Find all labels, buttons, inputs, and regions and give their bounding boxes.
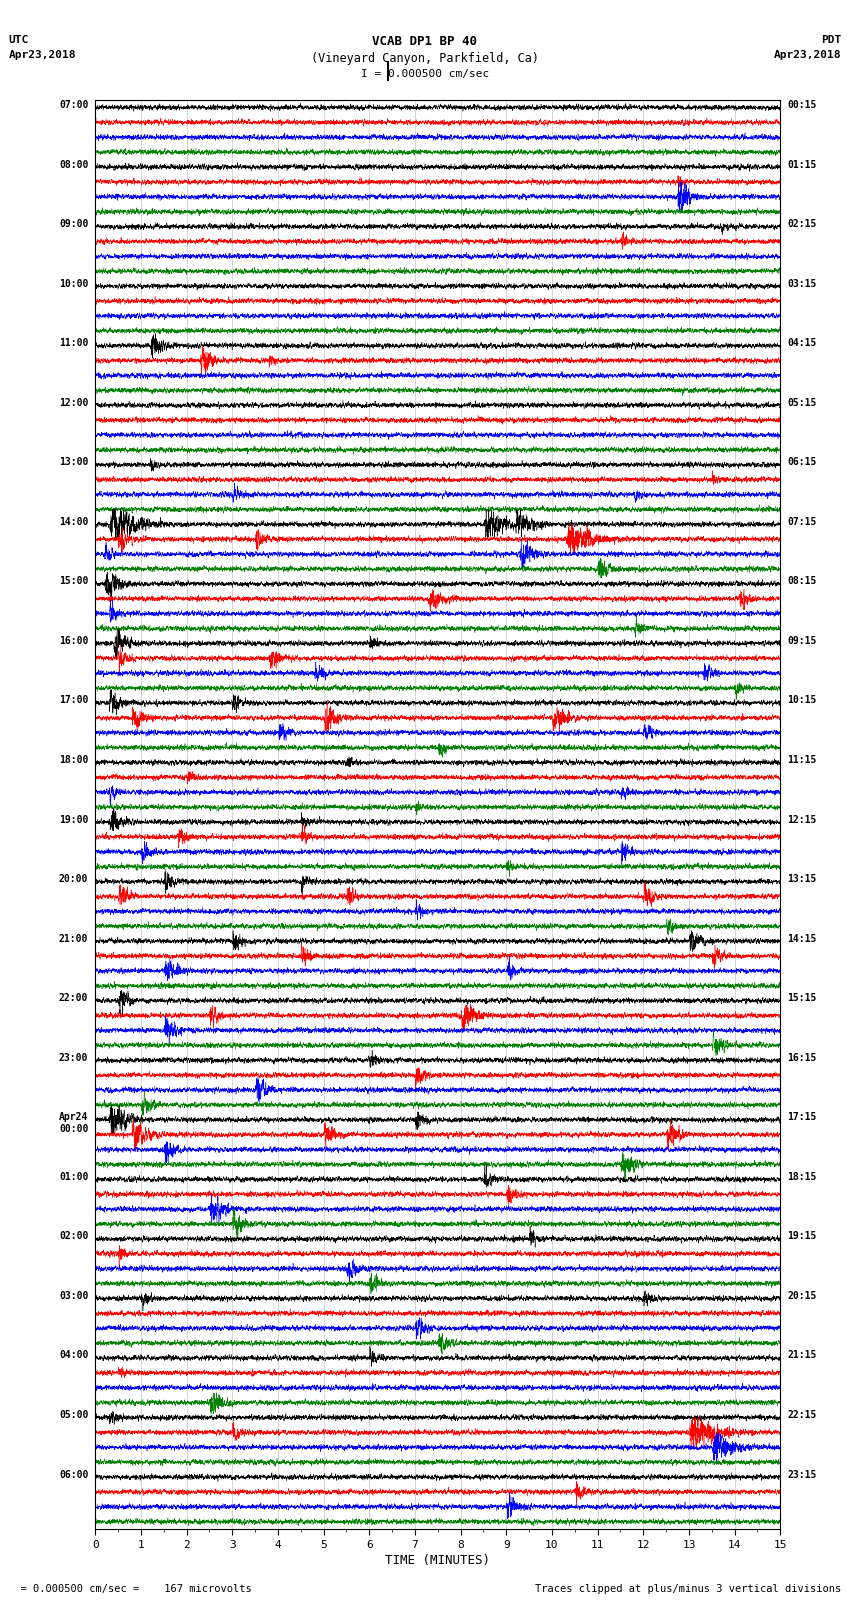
Text: 09:15: 09:15 bbox=[787, 636, 817, 645]
Text: Traces clipped at plus/minus 3 vertical divisions: Traces clipped at plus/minus 3 vertical … bbox=[536, 1584, 842, 1594]
Text: 09:00: 09:00 bbox=[59, 219, 88, 229]
Text: 13:00: 13:00 bbox=[59, 458, 88, 468]
Text: 01:00: 01:00 bbox=[59, 1171, 88, 1182]
X-axis label: TIME (MINUTES): TIME (MINUTES) bbox=[385, 1553, 490, 1566]
Text: 07:15: 07:15 bbox=[787, 516, 817, 527]
Text: 04:00: 04:00 bbox=[59, 1350, 88, 1360]
Text: 10:15: 10:15 bbox=[787, 695, 817, 705]
Text: 23:15: 23:15 bbox=[787, 1469, 817, 1479]
Text: Apr23,2018: Apr23,2018 bbox=[8, 50, 76, 60]
Text: = 0.000500 cm/sec =    167 microvolts: = 0.000500 cm/sec = 167 microvolts bbox=[8, 1584, 252, 1594]
Text: 05:15: 05:15 bbox=[787, 398, 817, 408]
Text: (Vineyard Canyon, Parkfield, Ca): (Vineyard Canyon, Parkfield, Ca) bbox=[311, 52, 539, 65]
Text: VCAB DP1 BP 40: VCAB DP1 BP 40 bbox=[372, 35, 478, 48]
Text: 06:15: 06:15 bbox=[787, 458, 817, 468]
Text: 16:00: 16:00 bbox=[59, 636, 88, 645]
Text: 23:00: 23:00 bbox=[59, 1053, 88, 1063]
Text: 08:00: 08:00 bbox=[59, 160, 88, 169]
Text: 11:15: 11:15 bbox=[787, 755, 817, 765]
Text: 16:15: 16:15 bbox=[787, 1053, 817, 1063]
Text: I = 0.000500 cm/sec: I = 0.000500 cm/sec bbox=[361, 69, 489, 79]
Text: Apr24
00:00: Apr24 00:00 bbox=[59, 1113, 88, 1134]
Text: 18:15: 18:15 bbox=[787, 1171, 817, 1182]
Text: 19:00: 19:00 bbox=[59, 815, 88, 824]
Text: 14:15: 14:15 bbox=[787, 934, 817, 944]
Text: PDT: PDT bbox=[821, 35, 842, 45]
Text: 04:15: 04:15 bbox=[787, 339, 817, 348]
Text: 18:00: 18:00 bbox=[59, 755, 88, 765]
Text: 02:00: 02:00 bbox=[59, 1231, 88, 1242]
Text: 22:15: 22:15 bbox=[787, 1410, 817, 1419]
Text: 21:00: 21:00 bbox=[59, 934, 88, 944]
Text: 03:00: 03:00 bbox=[59, 1290, 88, 1302]
Text: 10:00: 10:00 bbox=[59, 279, 88, 289]
Text: 21:15: 21:15 bbox=[787, 1350, 817, 1360]
Text: 07:00: 07:00 bbox=[59, 100, 88, 110]
Text: 01:15: 01:15 bbox=[787, 160, 817, 169]
Text: 22:00: 22:00 bbox=[59, 994, 88, 1003]
Text: 12:15: 12:15 bbox=[787, 815, 817, 824]
Text: 15:00: 15:00 bbox=[59, 576, 88, 587]
Text: 15:15: 15:15 bbox=[787, 994, 817, 1003]
Text: 14:00: 14:00 bbox=[59, 516, 88, 527]
Text: 19:15: 19:15 bbox=[787, 1231, 817, 1242]
Text: 02:15: 02:15 bbox=[787, 219, 817, 229]
Text: 13:15: 13:15 bbox=[787, 874, 817, 884]
Text: 05:00: 05:00 bbox=[59, 1410, 88, 1419]
Text: 20:00: 20:00 bbox=[59, 874, 88, 884]
Text: 11:00: 11:00 bbox=[59, 339, 88, 348]
Text: 12:00: 12:00 bbox=[59, 398, 88, 408]
Text: 17:00: 17:00 bbox=[59, 695, 88, 705]
Text: 17:15: 17:15 bbox=[787, 1113, 817, 1123]
Text: 06:00: 06:00 bbox=[59, 1469, 88, 1479]
Text: 00:15: 00:15 bbox=[787, 100, 817, 110]
Text: Apr23,2018: Apr23,2018 bbox=[774, 50, 842, 60]
Text: UTC: UTC bbox=[8, 35, 29, 45]
Text: 20:15: 20:15 bbox=[787, 1290, 817, 1302]
Text: 03:15: 03:15 bbox=[787, 279, 817, 289]
Text: 08:15: 08:15 bbox=[787, 576, 817, 587]
